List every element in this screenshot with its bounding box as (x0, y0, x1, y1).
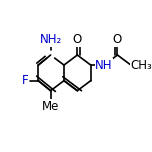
Text: CH₃: CH₃ (131, 59, 152, 72)
Text: Me: Me (42, 100, 59, 113)
Text: O: O (113, 33, 122, 46)
Text: NH₂: NH₂ (40, 33, 62, 46)
Text: NH: NH (95, 59, 113, 72)
Text: F: F (22, 74, 28, 87)
Text: O: O (73, 33, 82, 46)
